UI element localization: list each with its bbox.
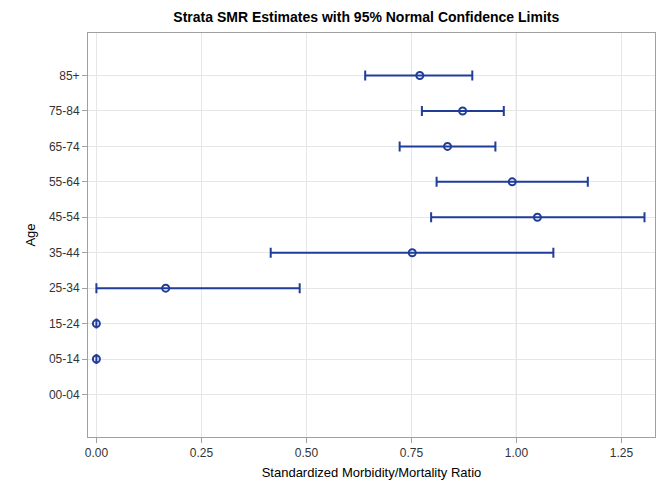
svg-text:85+: 85+ xyxy=(59,69,79,83)
svg-text:45-54: 45-54 xyxy=(49,210,80,224)
svg-text:00-04: 00-04 xyxy=(49,388,80,402)
svg-text:25-34: 25-34 xyxy=(49,281,80,295)
svg-text:Strata SMR Estimates with 95%: Strata SMR Estimates with 95% Normal Con… xyxy=(173,9,559,25)
svg-text:35-44: 35-44 xyxy=(49,246,80,260)
svg-text:75-84: 75-84 xyxy=(49,104,80,118)
svg-text:1.25: 1.25 xyxy=(610,446,634,460)
svg-text:Standardized Morbidity/Mortali: Standardized Morbidity/Mortality Ratio xyxy=(262,465,482,480)
svg-text:0.50: 0.50 xyxy=(295,446,319,460)
svg-text:Age: Age xyxy=(23,223,38,246)
svg-text:05-14: 05-14 xyxy=(49,352,80,366)
svg-text:0.25: 0.25 xyxy=(190,446,214,460)
svg-text:0.75: 0.75 xyxy=(400,446,424,460)
svg-text:1.00: 1.00 xyxy=(505,446,529,460)
svg-text:65-74: 65-74 xyxy=(49,140,80,154)
svg-text:55-64: 55-64 xyxy=(49,175,80,189)
svg-text:15-24: 15-24 xyxy=(49,317,80,331)
svg-text:0.00: 0.00 xyxy=(85,446,109,460)
